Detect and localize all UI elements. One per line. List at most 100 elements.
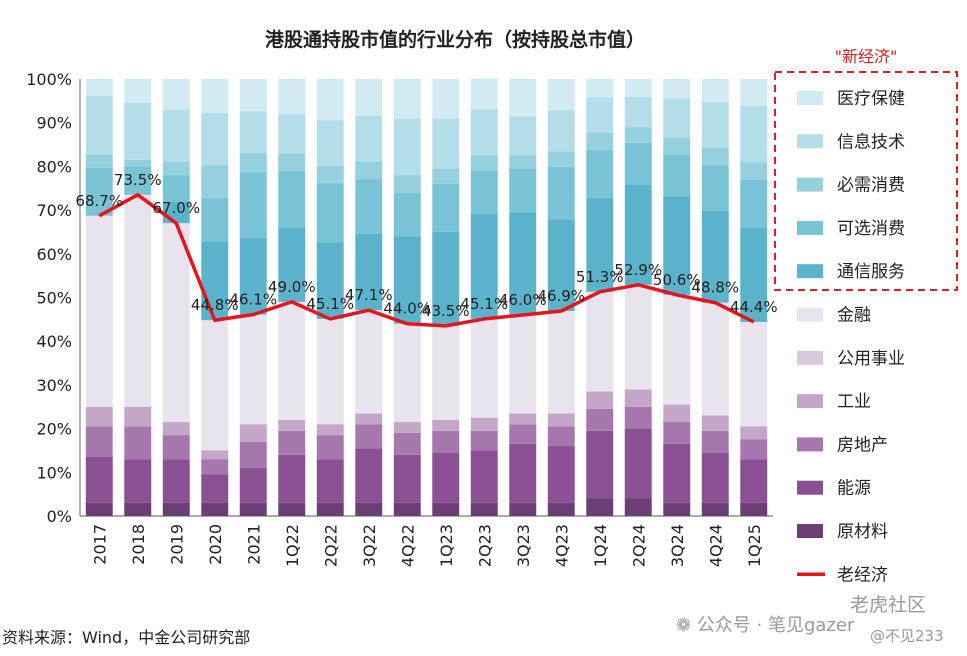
bar-segment: [547, 110, 575, 152]
bar-segment: [201, 459, 229, 475]
bar-segment: [470, 417, 498, 431]
old-economy-polyline: [98, 193, 755, 328]
data-label: 52.9%: [614, 261, 662, 279]
bar-segment: [278, 502, 306, 516]
bar-segment: [124, 103, 152, 160]
bar-segment: [239, 172, 267, 239]
x-tick-label: 1Q25: [745, 524, 764, 567]
bar-segment: [239, 152, 267, 173]
data-label: 47.1%: [345, 286, 393, 304]
bar-segment: [124, 79, 152, 104]
bar-segment: [162, 162, 190, 176]
bar-segment: [201, 450, 229, 460]
bar-segment: [278, 227, 306, 302]
y-tick-label: 0%: [47, 507, 72, 526]
bar-segment: [624, 96, 652, 128]
bar-segment: [162, 79, 190, 110]
bar-segment: [162, 459, 190, 503]
bar-segment: [355, 424, 383, 449]
bar-segment: [586, 408, 614, 431]
bar-segment: [701, 210, 729, 303]
data-label: 46.9%: [537, 287, 585, 305]
bar-segment: [547, 79, 575, 111]
x-tick-label: 4Q22: [398, 524, 417, 567]
x-tick-label: 2017: [90, 524, 109, 565]
bar-segment: [509, 168, 537, 213]
x-tick-label: 2Q24: [629, 524, 648, 567]
bar-segment: [316, 318, 344, 425]
bar-segment: [624, 142, 652, 185]
bar-segment: [586, 291, 614, 392]
bar-segment: [547, 426, 575, 447]
bar-segment: [124, 502, 152, 516]
new-economy-label: "新经济": [835, 47, 898, 66]
bar-segment: [624, 184, 652, 285]
legend-label: 医疗保健: [837, 89, 905, 109]
bar-segment: [701, 415, 729, 431]
bar-segment: [162, 502, 190, 516]
legend-swatch: [797, 350, 823, 365]
bar-segment: [586, 149, 614, 198]
bar-segment: [470, 109, 498, 156]
data-label: 67.0%: [152, 199, 200, 217]
data-label: 44.0%: [383, 300, 431, 318]
bar-segment: [470, 450, 498, 503]
bar-segment: [85, 457, 113, 503]
bar-segment: [393, 422, 421, 433]
bar-segment: [586, 79, 614, 98]
bar-segment: [316, 424, 344, 436]
x-tick-label: 4Q24: [706, 524, 725, 567]
bar-segment: [201, 79, 229, 113]
legend-label: 原材料: [837, 522, 888, 542]
x-tick-label: 2018: [129, 524, 148, 565]
x-tick-label: 3Q22: [360, 524, 379, 567]
source-note: 资料来源：Wind，中金公司研究部: [2, 628, 251, 647]
y-tick-label: 70%: [36, 201, 72, 220]
bar-segment: [239, 314, 267, 425]
bar-segment: [740, 321, 768, 427]
legend-swatch: [797, 177, 823, 192]
legend-label: 能源: [837, 479, 871, 499]
bar-segment: [124, 166, 152, 195]
bar-segment: [470, 155, 498, 171]
bar-segment: [162, 223, 190, 423]
x-tick-label: 1Q24: [591, 524, 610, 567]
y-tick-label: 100%: [26, 70, 72, 89]
bar-segment: [586, 97, 614, 133]
bar-segment: [316, 459, 344, 503]
data-label: 68.7%: [75, 192, 123, 210]
bar-segment: [547, 166, 575, 220]
bar-segment: [239, 238, 267, 315]
bar-segment: [239, 79, 267, 112]
bar-segment: [316, 242, 344, 319]
bar-segment: [740, 105, 768, 163]
bar-segment: [663, 404, 691, 423]
bar-segment: [201, 320, 229, 451]
bar-segment: [586, 498, 614, 516]
legend-swatch: [797, 134, 823, 149]
bar-segment: [316, 79, 344, 121]
bar-segment: [740, 228, 768, 322]
bar-segment: [239, 424, 267, 442]
bar-segment: [85, 215, 113, 407]
data-label: 51.3%: [576, 268, 624, 286]
bar-segment: [85, 502, 113, 516]
legend-label: 老经济: [837, 565, 888, 585]
bar-segment: [740, 459, 768, 503]
bar-segment: [355, 233, 383, 311]
x-tick-label: 1Q22: [283, 524, 302, 567]
bar-segment: [278, 79, 306, 114]
bar-segment: [85, 406, 113, 427]
bar-segment: [316, 502, 344, 516]
bar-segment: [124, 426, 152, 460]
bar-segment: [201, 197, 229, 242]
bar-segment: [509, 424, 537, 444]
data-label: 44.4%: [730, 298, 778, 316]
bar-segment: [316, 183, 344, 243]
bar-segment: [393, 454, 421, 503]
bar-segment: [201, 112, 229, 166]
bar-segment: [393, 79, 421, 119]
x-tick-label: 1Q23: [437, 524, 456, 567]
y-tick-label: 90%: [36, 114, 72, 133]
